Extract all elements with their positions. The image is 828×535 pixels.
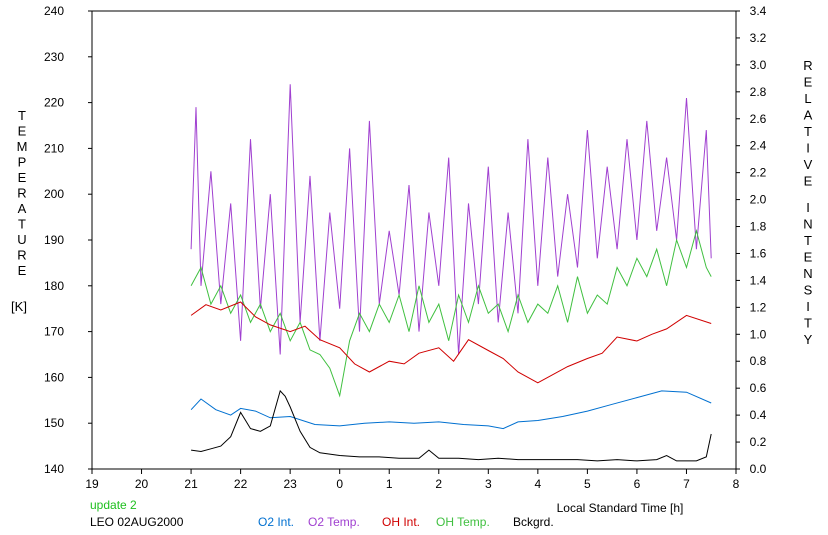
- left-tick-label: 160: [44, 370, 64, 384]
- x-tick-label: 6: [634, 477, 641, 491]
- right-axis-letter: A: [804, 108, 813, 123]
- series-layer: [190, 84, 712, 462]
- left-axis-unit: [K]: [11, 299, 27, 314]
- x-tick-label: 4: [535, 477, 542, 491]
- right-axis-letter: I: [806, 299, 810, 314]
- right-axis-letter: E: [804, 75, 813, 90]
- right-tick-label: 3.4: [750, 4, 767, 18]
- right-tick-label: 0.6: [750, 381, 767, 395]
- left-tick-label: 230: [44, 50, 64, 64]
- left-axis-letter: R: [17, 186, 26, 201]
- right-tick-label: 0.8: [750, 354, 767, 368]
- right-axis-letter: L: [804, 91, 811, 106]
- left-axis-letter: A: [18, 201, 27, 216]
- x-axis-label: Local Standard Time [h]: [557, 501, 684, 515]
- series-line-oh-int: [190, 301, 712, 384]
- right-axis-letter: T: [804, 316, 812, 331]
- right-axis-letter: Y: [804, 332, 813, 347]
- right-axis-letter: T: [804, 124, 812, 139]
- left-axis-letter: R: [17, 248, 26, 263]
- legend-oh-temp: OH Temp.: [436, 515, 490, 529]
- right-axis-letter: I: [806, 141, 810, 156]
- x-tick-label: 5: [584, 477, 591, 491]
- x-tick-label: 8: [733, 477, 740, 491]
- left-axis-letter: T: [18, 217, 26, 232]
- right-axis-letter: I: [806, 200, 810, 215]
- right-axis-letter: E: [804, 250, 813, 265]
- right-axis-letter: V: [804, 157, 813, 172]
- plot-frame: [91, 10, 737, 470]
- x-tick-label: 2: [435, 477, 442, 491]
- x-tick-label: 21: [184, 477, 198, 491]
- left-tick-label: 170: [44, 325, 64, 339]
- left-axis-letter: E: [18, 170, 27, 185]
- right-axis-letter: N: [803, 266, 812, 281]
- right-tick-label: 3.2: [750, 31, 767, 45]
- legend-o2-int: O2 Int.: [258, 515, 295, 529]
- station-label: LEO 02AUG2000: [90, 515, 184, 529]
- series-line-oh-temp: [190, 228, 712, 398]
- right-tick-label: 2.4: [750, 139, 767, 153]
- legend-oh-int: OH Int.: [382, 515, 421, 529]
- left-tick-label: 190: [44, 233, 64, 247]
- left-tick-label: 180: [44, 279, 64, 293]
- right-axis-letter: N: [803, 217, 812, 232]
- x-tick-label: 19: [85, 477, 99, 491]
- series-line-bckgrd: [191, 389, 712, 462]
- legend-bckgrd: Bckgrd.: [513, 515, 554, 529]
- left-axis-letter: M: [17, 139, 28, 154]
- right-tick-label: 2.0: [750, 193, 767, 207]
- left-tick-label: 150: [44, 416, 64, 430]
- right-tick-label: 1.8: [750, 220, 767, 234]
- right-tick-label: 1.0: [750, 327, 767, 341]
- left-tick-label: 220: [44, 96, 64, 110]
- left-axis-letter: E: [18, 263, 27, 278]
- series-line-o2-int: [190, 390, 712, 430]
- right-axis-letter: S: [804, 283, 813, 298]
- right-tick-label: 0.4: [750, 408, 767, 422]
- right-axis-letter: R: [803, 58, 812, 73]
- x-tick-label: 7: [683, 477, 690, 491]
- x-tick-label: 1: [386, 477, 393, 491]
- x-tick-label: 0: [336, 477, 343, 491]
- x-tick-label: 23: [283, 477, 297, 491]
- right-axis-letter: E: [804, 174, 813, 189]
- right-tick-label: 2.6: [750, 112, 767, 126]
- left-tick-label: 140: [44, 462, 64, 476]
- x-axis-ticks: 19 20 21 22 23 0 1 2 3 4 5 6 7 8: [85, 469, 740, 491]
- right-tick-label: 1.6: [750, 246, 767, 260]
- left-tick-label: 210: [44, 141, 64, 155]
- left-axis-ticks: 140 150 160 170 180 190 200 210 220 230 240: [44, 4, 92, 476]
- right-tick-label: 3.0: [750, 58, 767, 72]
- right-tick-label: 0.2: [750, 435, 767, 449]
- right-axis-letter: T: [804, 233, 812, 248]
- x-tick-label: 22: [234, 477, 248, 491]
- left-axis-letter: U: [17, 232, 26, 247]
- left-axis-letter: T: [18, 108, 26, 123]
- series-line-o2-temp: [190, 84, 712, 355]
- right-tick-label: 1.4: [750, 273, 767, 287]
- legend-o2-temp: O2 Temp.: [308, 515, 360, 529]
- right-tick-label: 0.0: [750, 462, 767, 476]
- update-label: update 2: [90, 498, 137, 512]
- right-tick-label: 1.2: [750, 300, 767, 314]
- left-tick-label: 240: [44, 4, 64, 18]
- left-tick-label: 200: [44, 187, 64, 201]
- x-tick-label: 20: [135, 477, 149, 491]
- right-tick-label: 2.8: [750, 85, 767, 99]
- x-tick-label: 3: [485, 477, 492, 491]
- right-axis-ticks: 0.0 0.2 0.4 0.6 0.8 1.0 1.2 1.4 1.6 1.8 2.0 2.2 2.4 2…: [736, 4, 767, 476]
- right-tick-label: 2.2: [750, 166, 767, 180]
- left-axis-letter: P: [18, 155, 27, 170]
- left-axis-letter: E: [18, 124, 27, 139]
